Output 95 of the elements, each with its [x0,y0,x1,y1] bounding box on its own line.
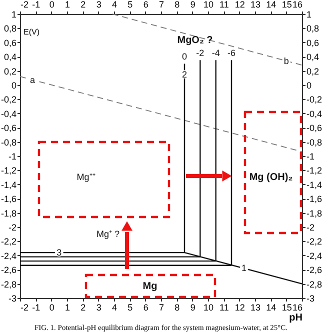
x2-tick-label: -2 [20,0,29,10]
y-tick-label: -1 [8,152,16,162]
y-tick-label: 0,4 [4,52,16,62]
y2-tick-label: -1,6 [306,194,322,204]
x2-tick-label: -1 [32,0,40,10]
annotation: -6 [227,48,236,58]
x-tick-label: 9 [190,302,196,312]
y-tick-label: -1,4 [0,180,16,190]
x2-tick-label: 16 [292,0,302,10]
x-tick-label: 0 [49,302,54,312]
y2-tick-label: -0,4 [306,108,322,119]
x-tick-label: 3 [96,302,102,312]
y2-tick-label: -2 [306,222,315,232]
annotation: 0 [182,52,188,62]
y2-tick-label: -3 [306,294,315,304]
x2-tick-label: 1 [64,0,70,10]
y-axis-title: E(V) [24,28,40,36]
y2-tick-label: -1,2 [306,166,322,176]
annotation: Mg (OH)₂ [249,172,293,183]
annotation: Mg⁺⁺ [76,172,96,182]
y2-tick-label: -2,2 [306,236,322,247]
y-tick-label: -1,8 [0,208,16,218]
x2-tick-label: 4 [112,0,118,10]
x-axis-title: pH [289,312,302,324]
x-tick-label: 8 [174,302,180,312]
y-tick-label: -2,4 [0,250,16,261]
y2-tick-label: -1,8 [306,208,322,218]
x-tick-label: 16 [292,302,302,312]
y-tick-label: -0,6 [0,123,16,134]
y-tick-label: -0,4 [0,108,16,119]
y2-tick-label: -2,8 [306,279,322,290]
y2-tick-label: -0,8 [306,137,322,148]
x2-tick-label: 8 [174,0,180,10]
x2-tick-label: 10 [203,0,214,10]
annotation: Mg⁺ ? [96,229,120,239]
x2-tick-label: 15 [282,0,292,10]
x2-tick-label: 3 [96,0,102,10]
y-tick-label: -0,2 [0,94,16,105]
x2-tick-label: 13 [250,0,261,10]
y-tick-label: 1 [11,10,16,20]
x-tick-label: 14 [266,302,276,312]
y-tick-label: -2 [8,222,16,232]
annotation: -4 [212,48,220,58]
x-tick-label: 6 [143,302,148,312]
y-tick-label: -2,6 [0,265,16,276]
y-tick-label: 0 [11,80,16,90]
x-tick-label: 1 [64,302,70,312]
y2-tick-label: -0,6 [306,123,322,134]
x2-tick-label: 12 [234,0,245,10]
annotation: Mg [142,281,158,292]
x-tick-label: -1 [32,302,40,312]
x-tick-label: 10 [203,302,214,312]
annotation: b [284,56,289,66]
y-tick-label: -1,2 [0,166,16,176]
x2-tick-label: 11 [219,0,229,10]
x-tick-label: 4 [112,302,118,312]
x-tick-label: 5 [128,302,133,312]
y-tick-label: 0,8 [4,24,16,34]
y2-tick-label: -2,4 [306,250,322,261]
x-tick-label: 15 [282,302,292,312]
x2-tick-label: 9 [190,0,196,10]
x-tick-label: 2 [80,302,86,312]
y2-tick-label: 0,6 [306,38,320,48]
y2-tick-label: -1,4 [306,180,322,190]
x2-tick-label: 5 [128,0,133,10]
y2-tick-label: 0,2 [306,66,320,76]
y-tick-label: -1,6 [0,194,16,204]
x-tick-label: 12 [234,302,245,312]
y-tick-label: -2,8 [0,279,16,290]
x2-tick-label: 7 [158,0,164,10]
annotation: -2 [196,48,204,58]
x-tick-label: -2 [20,302,29,312]
x-tick-label: 7 [158,302,164,312]
x-tick-label: 11 [219,302,229,312]
y2-tick-label: 0 [306,80,312,90]
annotation: 2 [182,69,188,80]
y2-tick-label: 1 [306,10,312,20]
annotation: 3 [56,248,62,258]
y2-tick-label: -0,2 [306,94,322,105]
x-tick-label: 13 [250,302,261,312]
y-tick-label: 0,2 [4,66,16,76]
y2-tick-label: -2,6 [306,265,322,276]
x2-tick-label: 0 [49,0,54,10]
annotation: a [30,75,36,86]
y-tick-label: -3 [8,294,16,304]
x2-tick-label: 6 [143,0,148,10]
y-tick-label: 0,6 [4,38,16,48]
annotation: 1 [242,263,247,274]
y-tick-label: -0,8 [0,137,16,148]
x2-tick-label: 14 [266,0,276,10]
y-tick-label: -2,2 [0,236,16,247]
y2-tick-label: 0,4 [306,52,320,62]
y2-tick-label: -1 [306,152,315,162]
x2-tick-label: 2 [80,0,86,10]
y2-tick-label: 0,8 [306,24,320,34]
